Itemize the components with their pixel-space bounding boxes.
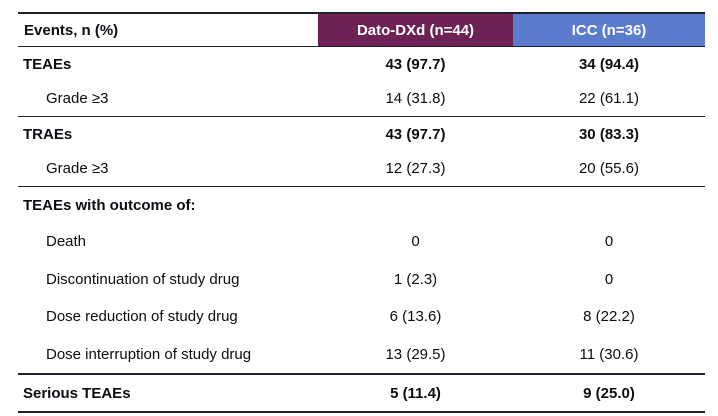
- table-row-traes: TRAEs 43 (97.7) 30 (83.3): [18, 116, 705, 152]
- table-header-row: Events, n (%) Dato-DXd (n=44) ICC (n=36): [18, 14, 705, 47]
- adverse-events-table: Events, n (%) Dato-DXd (n=44) ICC (n=36)…: [18, 12, 705, 413]
- dato-value: 6 (13.6): [389, 308, 442, 326]
- table-row-dose-interruption: Dose interruption of study drug 13 (29.5…: [18, 336, 705, 374]
- icc-value: 0: [604, 233, 614, 251]
- table-row-dose-reduction: Dose reduction of study drug 6 (13.6) 8 …: [18, 298, 705, 336]
- row-label: Discontinuation of study drug: [46, 270, 240, 288]
- row-label: Serious TEAEs: [23, 384, 131, 402]
- dato-value: 12 (27.3): [385, 160, 446, 178]
- dato-value: 1 (2.3): [393, 270, 438, 288]
- icc-value: 34 (94.4): [578, 55, 640, 73]
- icc-value: 8 (22.2): [583, 308, 635, 326]
- row-label: Dose reduction of study drug: [46, 308, 238, 326]
- icc-value: 11 (30.6): [579, 345, 639, 363]
- table-row-teaes: TEAEs 43 (97.7) 34 (94.4): [18, 47, 705, 82]
- row-label: Grade ≥3: [46, 160, 109, 178]
- table-row-death: Death 0 0: [18, 223, 705, 261]
- row-label: Grade ≥3: [46, 90, 109, 108]
- column-header-icc: ICC (n=36): [513, 14, 705, 46]
- dato-value: 14 (31.8): [385, 90, 446, 108]
- table-row-teaes-outcome-header: TEAEs with outcome of:: [18, 186, 705, 223]
- dato-value: 13 (29.5): [385, 345, 446, 363]
- table-row-discontinuation: Discontinuation of study drug 1 (2.3) 0: [18, 261, 705, 299]
- row-label: TEAEs with outcome of:: [23, 196, 196, 214]
- row-label: Death: [46, 233, 87, 251]
- dato-value: 5 (11.4): [390, 384, 441, 402]
- row-label: TEAEs: [23, 55, 72, 73]
- row-label: Dose interruption of study drug: [46, 345, 252, 363]
- icc-value: 30 (83.3): [578, 125, 640, 143]
- icc-value: 20 (55.6): [578, 160, 640, 178]
- dato-value: 43 (97.7): [385, 55, 446, 73]
- table-row-teaes-grade3: Grade ≥3 14 (31.8) 22 (61.1): [18, 82, 705, 117]
- table-row-serious-teaes: Serious TEAEs 5 (11.4) 9 (25.0): [18, 373, 705, 411]
- column-header-dato-dxd: Dato-DXd (n=44): [318, 14, 513, 46]
- column-header-events: Events, n (%): [24, 21, 119, 39]
- row-label: TRAEs: [23, 125, 73, 143]
- dato-value: 0: [411, 233, 420, 251]
- table-row-traes-grade3: Grade ≥3 12 (27.3) 20 (55.6): [18, 152, 705, 187]
- icc-value: 22 (61.1): [578, 90, 640, 108]
- dato-value: 43 (97.7): [385, 125, 446, 143]
- icc-value: 9 (25.0): [583, 384, 635, 402]
- icc-value: 0: [604, 270, 614, 288]
